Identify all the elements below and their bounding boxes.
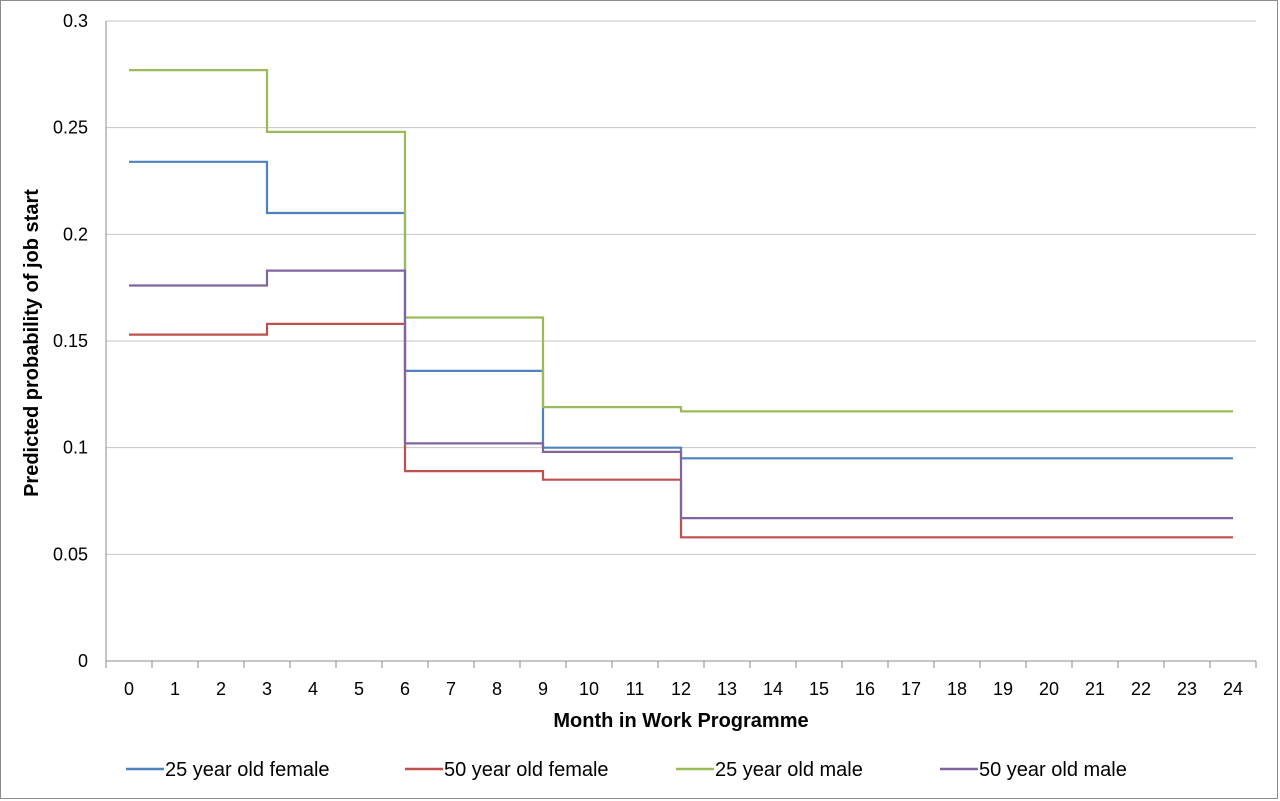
x-axis-ticks: 0 1 2 3 4 5 6 7 8 9 10 11 12 13 14 15 16 17 18 19 20 21 22 23 24 [124, 679, 1243, 699]
x-tick-label: 8 [492, 679, 502, 699]
x-tick-label: 13 [717, 679, 737, 699]
y-tick-label: 0.3 [63, 11, 88, 31]
x-tick-label: 17 [901, 679, 921, 699]
x-tick-label: 3 [262, 679, 272, 699]
y-axis-title: Predicted probability of job start [21, 189, 43, 497]
x-tick-label: 20 [1039, 679, 1059, 699]
x-tick-label: 12 [671, 679, 691, 699]
x-tick-label: 2 [216, 679, 226, 699]
series-line-25-year-old-male [129, 69, 1233, 413]
y-axis-ticks: 0 0.05 0.1 0.15 0.2 0.25 0.3 [53, 11, 88, 671]
x-axis-title: Month in Work Programme [553, 710, 808, 732]
y-tick-label: 0 [78, 651, 88, 671]
y-tick-label: 0.05 [53, 544, 88, 564]
legend-label: 25 year old male [715, 759, 863, 781]
x-tick-label: 5 [354, 679, 364, 699]
legend-item: 50 year old female [405, 759, 609, 781]
series-line-25-year-old-female [129, 160, 1233, 460]
x-tick-label: 19 [993, 679, 1013, 699]
legend-label: 25 year old female [165, 759, 330, 781]
x-tick-label: 11 [626, 679, 645, 699]
legend: 25 year old female 50 year old female 25 y… [126, 759, 1127, 781]
axes [105, 21, 1257, 668]
x-tick-label: 15 [809, 679, 829, 699]
y-tick-label: 0.25 [53, 118, 88, 138]
x-tick-label: 18 [947, 679, 967, 699]
legend-label: 50 year old female [444, 759, 609, 781]
x-tick-label: 23 [1177, 679, 1197, 699]
legend-item: 25 year old female [126, 759, 330, 781]
x-tick-label: 0 [124, 679, 134, 699]
x-tick-label: 22 [1131, 679, 1151, 699]
gridlines [106, 20, 1256, 555]
legend-label: 50 year old male [979, 759, 1127, 781]
x-tick-label: 24 [1223, 679, 1243, 699]
series-line-50-year-old-male [129, 269, 1233, 520]
series-lines [129, 69, 1233, 539]
x-tick-label: 14 [763, 679, 783, 699]
x-tick-label: 9 [538, 679, 548, 699]
y-tick-label: 0.15 [53, 331, 88, 351]
legend-item: 25 year old male [676, 759, 863, 781]
x-tick-label: 1 [170, 679, 180, 699]
x-tick-label: 6 [400, 679, 410, 699]
x-tick-label: 21 [1085, 679, 1105, 699]
x-tick-label: 4 [308, 679, 318, 699]
y-tick-label: 0.1 [63, 438, 88, 458]
x-tick-label: 7 [446, 679, 456, 699]
x-tick-label: 16 [855, 679, 875, 699]
y-tick-label: 0.2 [63, 224, 88, 244]
legend-item: 50 year old male [940, 759, 1127, 781]
x-tick-label: 10 [579, 679, 599, 699]
